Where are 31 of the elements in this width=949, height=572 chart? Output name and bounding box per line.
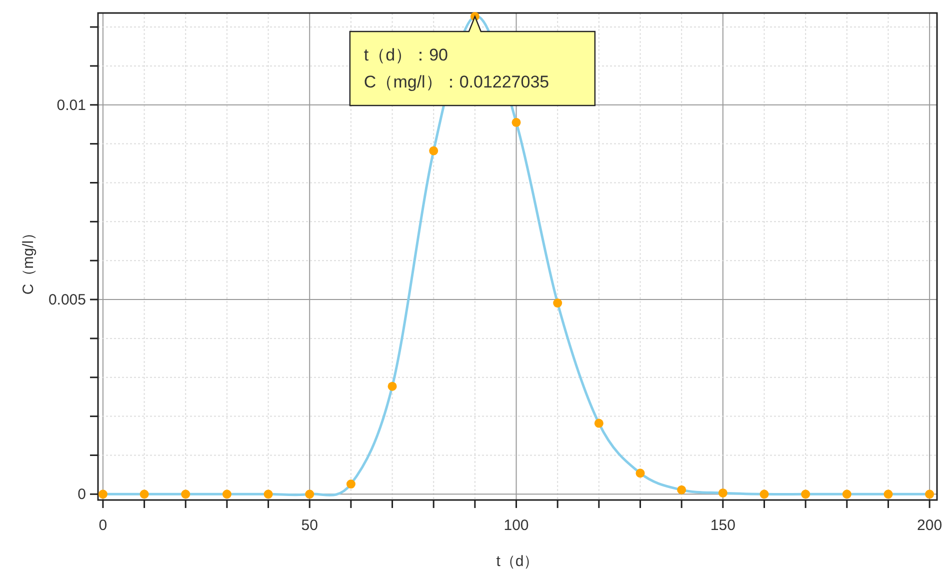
- point: [718, 488, 728, 498]
- y-tick-label: 0: [78, 486, 86, 504]
- point: [884, 490, 893, 499]
- point: [636, 468, 645, 478]
- point: [512, 118, 521, 127]
- point: [222, 490, 232, 499]
- annotation: t（d）：90 C（mg/l）：0.01227035: [364, 45, 550, 92]
- y-tick-label: 0.01: [56, 96, 86, 114]
- point: [181, 490, 190, 499]
- x-tick-label: 150: [710, 517, 736, 534]
- point: [801, 490, 810, 499]
- point: [346, 480, 356, 489]
- point: [264, 490, 273, 499]
- x-tick-label: 100: [504, 517, 529, 534]
- point: [677, 485, 686, 494]
- point: [553, 298, 562, 308]
- point: [842, 490, 852, 499]
- x-axis-title: t（d）: [496, 553, 539, 570]
- point: [305, 490, 314, 499]
- y-tick-label: 0.005: [48, 292, 86, 309]
- point: [429, 146, 438, 156]
- x-tick-label: 50: [301, 517, 318, 534]
- point: [760, 490, 769, 499]
- point: [98, 490, 108, 499]
- x-tick-label: 0: [98, 517, 108, 534]
- point: [388, 382, 397, 391]
- point: [140, 490, 149, 499]
- point: [594, 418, 604, 428]
- point: [925, 490, 934, 499]
- x-tick-label: 200: [917, 517, 942, 534]
- y-axis-title: C（mg/l）: [20, 225, 37, 295]
